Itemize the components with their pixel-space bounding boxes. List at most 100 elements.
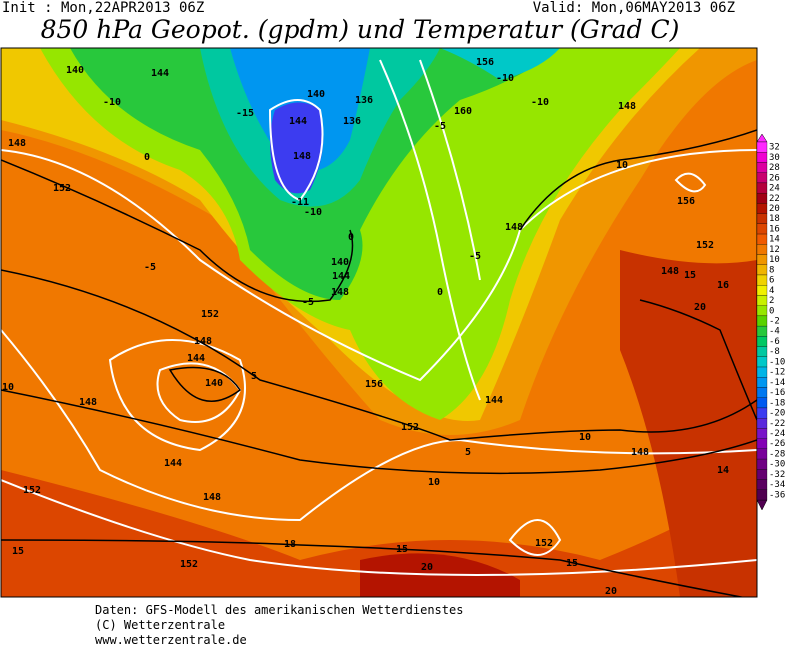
contour-label: -10 xyxy=(531,97,549,108)
contour-label: -5 xyxy=(144,262,156,273)
colorbar-label: -28 xyxy=(769,449,785,459)
contour-label: 156 xyxy=(677,196,695,207)
colorbar-label: -20 xyxy=(769,409,785,419)
contour-label: 148 xyxy=(8,138,26,149)
colorbar-label: -24 xyxy=(769,429,785,439)
colorbar-cell xyxy=(756,356,768,368)
contour-label: 14 xyxy=(717,465,729,476)
contour-label: 0 xyxy=(144,152,150,163)
colorbar-cell xyxy=(756,366,768,378)
colorbar-cell xyxy=(756,295,768,306)
colorbar-cell xyxy=(756,162,768,173)
colorbar-cell xyxy=(756,223,768,235)
colorbar-label: -26 xyxy=(769,439,785,449)
colorbar-cell xyxy=(756,141,768,153)
colorbar-label: -10 xyxy=(769,357,785,367)
colorbar-cell xyxy=(756,203,768,214)
colorbar-label: -36 xyxy=(769,490,785,500)
contour-label: 140 xyxy=(307,89,325,100)
footer-line: Daten: GFS-Modell des amerikanischen Wet… xyxy=(95,603,463,617)
contour-label: 20 xyxy=(605,586,617,597)
colorbar-label: 2 xyxy=(769,296,774,306)
colorbar-cell xyxy=(756,172,768,184)
contour-label: -10 xyxy=(496,73,514,84)
colorbar-label: 28 xyxy=(769,163,780,173)
contour-label: 148 xyxy=(79,397,97,408)
colorbar-cell xyxy=(756,407,768,419)
colorbar-cell xyxy=(756,448,768,460)
colorbar-label: 22 xyxy=(769,194,780,204)
colorbar-label: -30 xyxy=(769,460,785,470)
contour-label: 20 xyxy=(694,302,706,313)
colorbar-label: 12 xyxy=(769,245,780,255)
contour-label: -11 xyxy=(291,197,309,208)
colorbar-cell xyxy=(756,285,768,296)
contour-label: 136 xyxy=(343,116,361,127)
contour-label: 148 xyxy=(631,447,649,458)
colorbar-label: -18 xyxy=(769,398,785,408)
footer-line: www.wetterzentrale.de xyxy=(95,633,247,647)
colorbar-label: 14 xyxy=(769,235,780,245)
colorbar-cell xyxy=(756,418,768,429)
colorbar-label: -6 xyxy=(769,337,780,347)
colorbar-arrow-bottom xyxy=(756,499,768,511)
contour-label: 152 xyxy=(201,309,219,320)
contour-label: 0 xyxy=(437,287,443,298)
colorbar-label: 4 xyxy=(769,286,774,296)
colorbar-cell xyxy=(756,325,768,337)
contour-label: 140 xyxy=(66,65,84,76)
contour-label: -5 xyxy=(302,297,314,308)
contour-label: 0 xyxy=(348,232,354,243)
colorbar-cell xyxy=(756,182,768,194)
contour-label: 140 xyxy=(331,257,349,268)
colorbar-cell xyxy=(756,264,768,276)
contour-label: 148 xyxy=(505,222,523,233)
contour-label: 144 xyxy=(289,116,307,127)
colorbar-label: 32 xyxy=(769,143,780,153)
colorbar-label: 10 xyxy=(769,255,780,265)
contour-label: 148 xyxy=(194,336,212,347)
contour-label: -10 xyxy=(304,207,322,218)
contour-label: 16 xyxy=(717,280,729,291)
contour-label: 20 xyxy=(421,562,433,573)
colorbar-label: 30 xyxy=(769,153,780,163)
contour-label: 144 xyxy=(332,271,350,282)
footer-line: (C) Wetterzentrale xyxy=(95,618,225,632)
contour-label: 148 xyxy=(618,101,636,112)
colorbar-label: -4 xyxy=(769,327,780,337)
contour-label: 144 xyxy=(485,395,503,406)
contour-label: 160 xyxy=(454,106,472,117)
contour-label: 15 xyxy=(396,544,408,555)
colorbar-label: 24 xyxy=(769,184,780,194)
contour-label: 15 xyxy=(566,558,578,569)
colorbar-label: -8 xyxy=(769,347,780,357)
colorbar-label: -2 xyxy=(769,317,780,327)
colorbar-label: -34 xyxy=(769,480,785,490)
title: 850 hPa Geopot. (gpdm) und Temperatur (G… xyxy=(41,15,680,44)
colorbar-cell xyxy=(756,377,768,388)
colorbar-label: 26 xyxy=(769,173,780,183)
contour-label: 10 xyxy=(2,382,14,393)
contour-label: -5 xyxy=(469,251,481,262)
colorbar-cell xyxy=(756,387,768,398)
colorbar-cell xyxy=(756,233,768,245)
contour-label: -5 xyxy=(434,121,446,132)
colorbar-label: 18 xyxy=(769,214,780,224)
colorbar-label: -22 xyxy=(769,419,785,429)
colorbar-label: 16 xyxy=(769,224,780,234)
contour-label: 18 xyxy=(284,539,296,550)
colorbar-cell xyxy=(756,305,768,317)
contour-label: 10 xyxy=(428,477,440,488)
contour-label: 148 xyxy=(203,492,221,503)
contour-label: 15 xyxy=(12,546,24,557)
colorbar-cell xyxy=(756,479,768,490)
contour-label: 156 xyxy=(365,379,383,390)
colorbar-label: 8 xyxy=(769,265,774,275)
colorbar-label: -32 xyxy=(769,470,785,480)
colorbar-cell xyxy=(756,192,768,204)
contour-label: 152 xyxy=(23,485,41,496)
contour-label: 136 xyxy=(355,95,373,106)
contour-label: 152 xyxy=(180,559,198,570)
